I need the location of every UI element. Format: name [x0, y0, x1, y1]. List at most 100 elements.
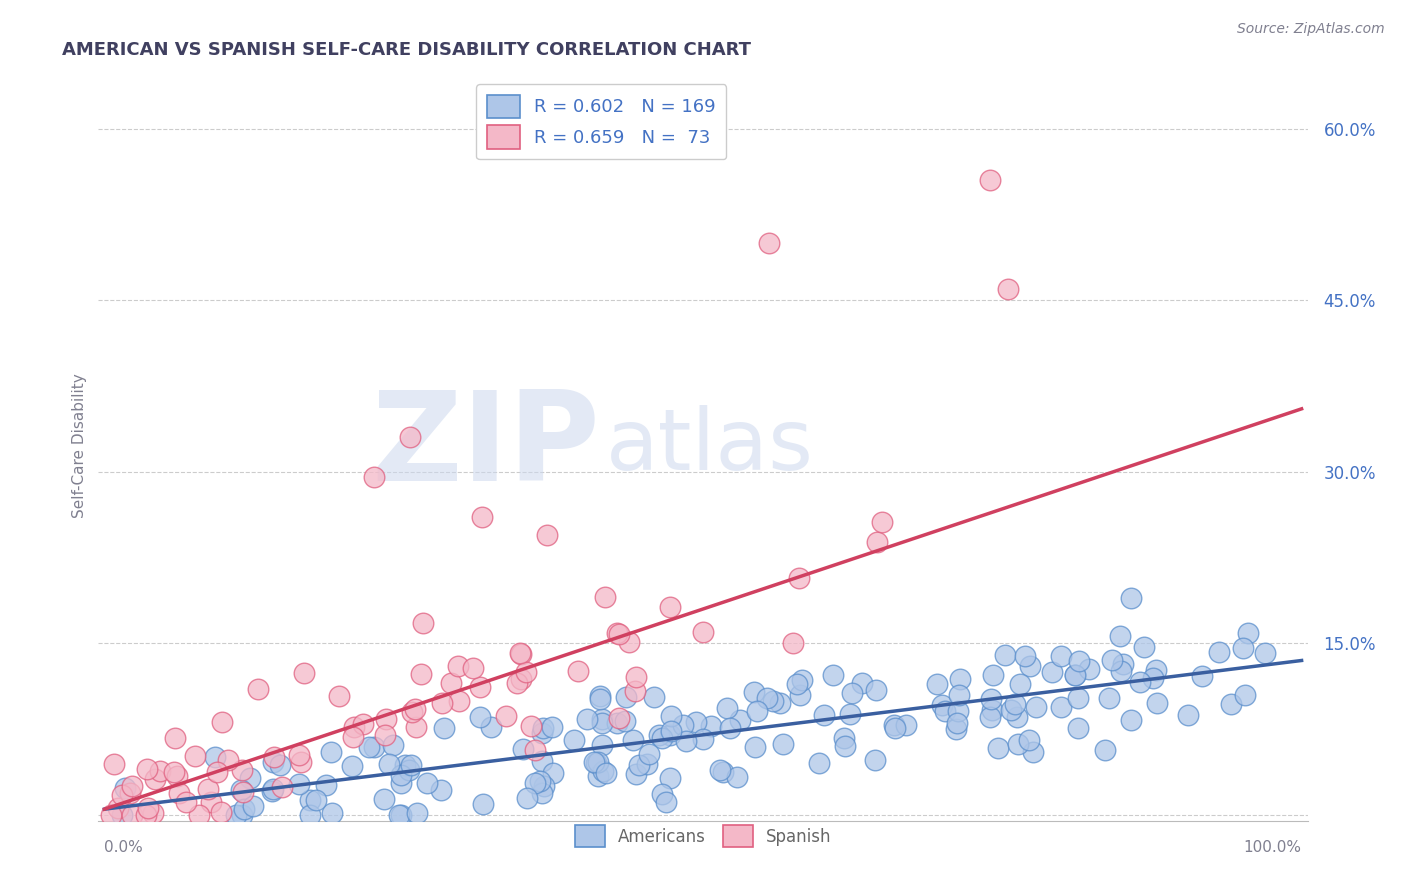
Point: [821, 667, 844, 681]
Point: [103, 757, 125, 772]
Point: [231, 808, 253, 822]
Point: [149, 764, 172, 779]
Point: [586, 756, 609, 770]
Point: [789, 688, 811, 702]
Point: [583, 755, 606, 769]
Point: [1144, 664, 1167, 678]
Point: [586, 769, 609, 783]
Point: [541, 720, 564, 734]
Point: [247, 681, 270, 696]
Point: [945, 716, 967, 731]
Point: [718, 721, 741, 735]
Point: [592, 764, 614, 778]
Point: [100, 808, 122, 822]
Point: [606, 626, 628, 640]
Point: [506, 676, 529, 690]
Point: [135, 808, 157, 822]
Point: [378, 757, 401, 772]
Point: [1064, 668, 1087, 682]
Point: [863, 753, 886, 767]
Text: Source: ZipAtlas.com: Source: ZipAtlas.com: [1237, 22, 1385, 37]
Point: [263, 750, 285, 764]
Point: [865, 682, 887, 697]
Point: [1232, 641, 1254, 656]
Point: [589, 689, 612, 703]
Point: [389, 768, 412, 782]
Point: [231, 763, 253, 777]
Point: [1109, 664, 1132, 678]
Point: [401, 705, 423, 719]
Point: [299, 792, 322, 806]
Point: [747, 704, 769, 718]
Legend: Americans, Spanish: Americans, Spanish: [568, 819, 838, 854]
Point: [211, 805, 233, 819]
Point: [412, 615, 434, 630]
Point: [439, 676, 461, 690]
Point: [658, 771, 681, 785]
Point: [262, 755, 284, 769]
Point: [357, 740, 380, 755]
Point: [591, 715, 613, 730]
Point: [1119, 591, 1142, 606]
Point: [510, 672, 533, 686]
Point: [111, 808, 134, 822]
Point: [769, 696, 792, 710]
Point: [605, 715, 627, 730]
Point: [931, 698, 953, 712]
Point: [792, 673, 814, 687]
Point: [319, 745, 342, 759]
Point: [111, 788, 134, 802]
Point: [299, 808, 322, 822]
Point: [531, 786, 554, 800]
Point: [142, 806, 165, 821]
Point: [411, 667, 433, 681]
Point: [197, 781, 219, 796]
Point: [1000, 703, 1022, 717]
Point: [945, 723, 967, 737]
Point: [711, 764, 734, 779]
Point: [1177, 707, 1199, 722]
Point: [1109, 629, 1132, 643]
Point: [136, 801, 159, 815]
Point: [121, 808, 143, 822]
Point: [772, 737, 794, 751]
Point: [591, 738, 613, 752]
Point: [515, 665, 537, 679]
Point: [787, 571, 810, 585]
Point: [211, 715, 233, 730]
Point: [363, 470, 385, 484]
Point: [626, 767, 648, 781]
Point: [471, 797, 494, 811]
Point: [463, 661, 485, 675]
Point: [262, 781, 284, 796]
Point: [481, 720, 503, 734]
Point: [374, 728, 396, 742]
Point: [762, 694, 785, 708]
Point: [595, 765, 617, 780]
Point: [832, 731, 855, 745]
Point: [447, 658, 470, 673]
Point: [288, 747, 311, 762]
Point: [883, 718, 905, 732]
Point: [607, 711, 630, 725]
Point: [287, 777, 309, 791]
Point: [188, 808, 211, 822]
Point: [1094, 742, 1116, 756]
Point: [744, 739, 766, 754]
Point: [321, 806, 343, 821]
Point: [495, 708, 517, 723]
Point: [607, 627, 630, 641]
Point: [1191, 669, 1213, 683]
Point: [352, 717, 374, 731]
Point: [648, 728, 671, 742]
Point: [585, 756, 607, 770]
Text: atlas: atlas: [606, 404, 814, 488]
Point: [541, 766, 564, 780]
Point: [758, 235, 780, 250]
Point: [135, 762, 157, 776]
Point: [562, 732, 585, 747]
Point: [1237, 626, 1260, 640]
Point: [529, 773, 551, 788]
Point: [807, 756, 830, 771]
Point: [1067, 721, 1090, 735]
